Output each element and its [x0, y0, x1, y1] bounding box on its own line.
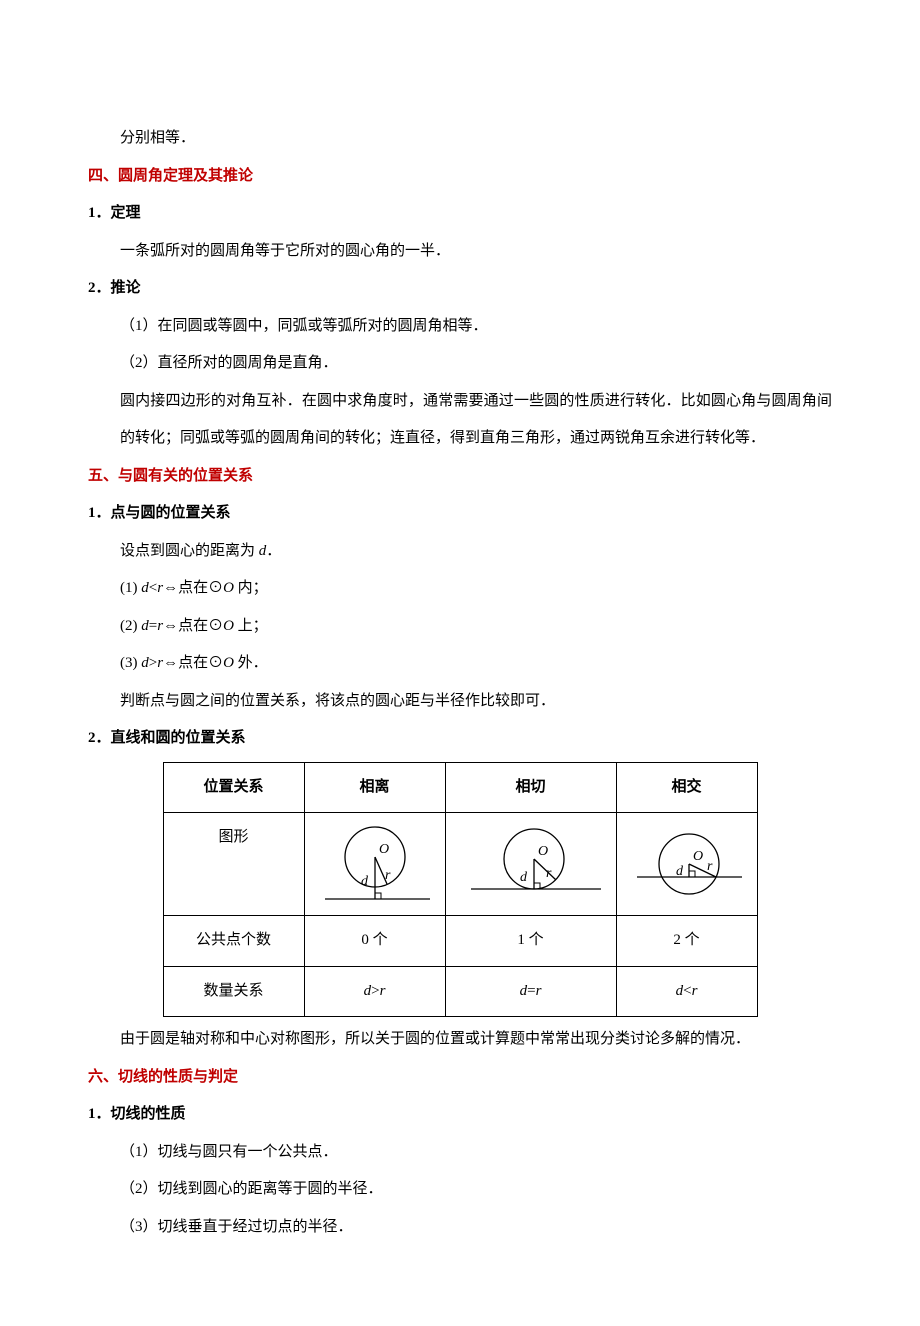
section-6-heading: 六、切线的性质与判定 — [88, 1059, 832, 1097]
sec4-item2-a: （1）在同圆或等圆中，同弧或等弧所对的圆周角相等． — [88, 308, 832, 346]
table-cell: d<r — [616, 966, 757, 1017]
row-rel-label: 数量关系 — [163, 966, 304, 1017]
var-r: r — [536, 983, 542, 999]
table-cell: d>r — [304, 966, 445, 1017]
var-d: d — [364, 983, 372, 999]
section-4-heading: 四、圆周角定理及其推论 — [88, 158, 832, 196]
text: 上； — [234, 618, 268, 634]
diagram-tangent-icon: O d r — [456, 819, 606, 907]
text: 内； — [234, 580, 268, 596]
sec4-item2-label: 2．推论 — [88, 270, 832, 308]
label-r: r — [546, 866, 552, 881]
text: (3) — [120, 655, 141, 671]
text: (2) — [120, 618, 141, 634]
var-d: d — [141, 580, 149, 596]
sec5-item2-label: 2．直线和圆的位置关系 — [88, 720, 832, 758]
var-O: O — [223, 655, 234, 671]
row-figure-label: 图形 — [163, 813, 304, 916]
label-r: r — [707, 859, 713, 874]
table-cell: 1 个 — [445, 916, 616, 967]
var-r: r — [380, 983, 386, 999]
text: ． — [266, 543, 281, 559]
table-header: 相切 — [445, 762, 616, 813]
text: 外． — [234, 655, 268, 671]
sec4-item1-label: 1．定理 — [88, 195, 832, 233]
row-count-label: 公共点个数 — [163, 916, 304, 967]
sec5-item1-case2: (2) d=r⇔点在⊙O 上； — [88, 608, 832, 646]
label-O: O — [538, 844, 548, 859]
sec5-item1-intro: 设点到圆心的距离为 d． — [88, 533, 832, 571]
text: ⇔点在⊙ — [163, 618, 223, 634]
text: ⇔点在⊙ — [163, 580, 223, 596]
var-r: r — [692, 983, 698, 999]
var-d: d — [676, 983, 684, 999]
line-circle-relation-table: 位置关系 相离 相切 相交 图形 O d r — [163, 762, 758, 1018]
table-cell: 0 个 — [304, 916, 445, 967]
sec6-item1-b: （2）切线到圆心的距离等于圆的半径． — [88, 1171, 832, 1209]
rel: = — [149, 618, 157, 634]
sec5-item1-case3: (3) d>r⇔点在⊙O 外． — [88, 645, 832, 683]
rel: < — [683, 983, 691, 999]
sec5-item2-note: 由于圆是轴对称和中心对称图形，所以关于圆的位置或计算题中常常出现分类讨论多解的情… — [88, 1021, 832, 1059]
sec5-item1-note: 判断点与圆之间的位置关系，将该点的圆心距与半径作比较即可． — [88, 683, 832, 721]
label-d: d — [676, 864, 684, 879]
rel: > — [149, 655, 157, 671]
text: ⇔点在⊙ — [163, 655, 223, 671]
sec6-item1-c: （3）切线垂直于经过切点的半径． — [88, 1209, 832, 1247]
table-row: 公共点个数 0 个 1 个 2 个 — [163, 916, 757, 967]
rel: > — [371, 983, 379, 999]
var-d: d — [141, 618, 149, 634]
sec4-item2-c: 圆内接四边形的对角互补．在圆中求角度时，通常需要通过一些圆的性质进行转化．比如圆… — [88, 383, 832, 458]
section-5-heading: 五、与圆有关的位置关系 — [88, 458, 832, 496]
table-row: 图形 O d r — [163, 813, 757, 916]
table-row: 数量关系 d>r d=r d<r — [163, 966, 757, 1017]
table-header: 相交 — [616, 762, 757, 813]
table-cell: 2 个 — [616, 916, 757, 967]
table-header: 相离 — [304, 762, 445, 813]
table-cell: d=r — [445, 966, 616, 1017]
label-O: O — [379, 842, 389, 857]
table-header: 位置关系 — [163, 762, 304, 813]
diagram-intersect-icon: O d r — [627, 819, 747, 907]
page: 分别相等． 四、圆周角定理及其推论 1．定理 一条弧所对的圆周角等于它所对的圆心… — [0, 0, 920, 1326]
text: 分别相等． — [120, 130, 195, 146]
var-O: O — [223, 618, 234, 634]
sec5-item1-label: 1．点与圆的位置关系 — [88, 495, 832, 533]
var-d: d — [141, 655, 149, 671]
sec6-item1-a: （1）切线与圆只有一个公共点． — [88, 1134, 832, 1172]
continuation-line: 分别相等． — [88, 120, 832, 158]
text: (1) — [120, 580, 141, 596]
rel: = — [527, 983, 535, 999]
table-row: 位置关系 相离 相切 相交 — [163, 762, 757, 813]
sec4-item2-b: （2）直径所对的圆周角是直角． — [88, 345, 832, 383]
label-d: d — [361, 874, 369, 889]
sec6-item1-label: 1．切线的性质 — [88, 1096, 832, 1134]
text: 设点到圆心的距离为 — [120, 543, 259, 559]
rel: < — [149, 580, 157, 596]
sec4-item1-text: 一条弧所对的圆周角等于它所对的圆心角的一半． — [88, 233, 832, 271]
var-O: O — [223, 580, 234, 596]
var-d: d — [520, 983, 528, 999]
label-d: d — [520, 870, 528, 885]
diagram-separate-icon: O d r — [315, 819, 435, 907]
figure-intersect: O d r — [616, 813, 757, 916]
figure-tangent: O d r — [445, 813, 616, 916]
sec5-item1-case1: (1) d<r⇔点在⊙O 内； — [88, 570, 832, 608]
figure-separate: O d r — [304, 813, 445, 916]
label-r: r — [385, 868, 391, 883]
label-O: O — [693, 849, 703, 864]
